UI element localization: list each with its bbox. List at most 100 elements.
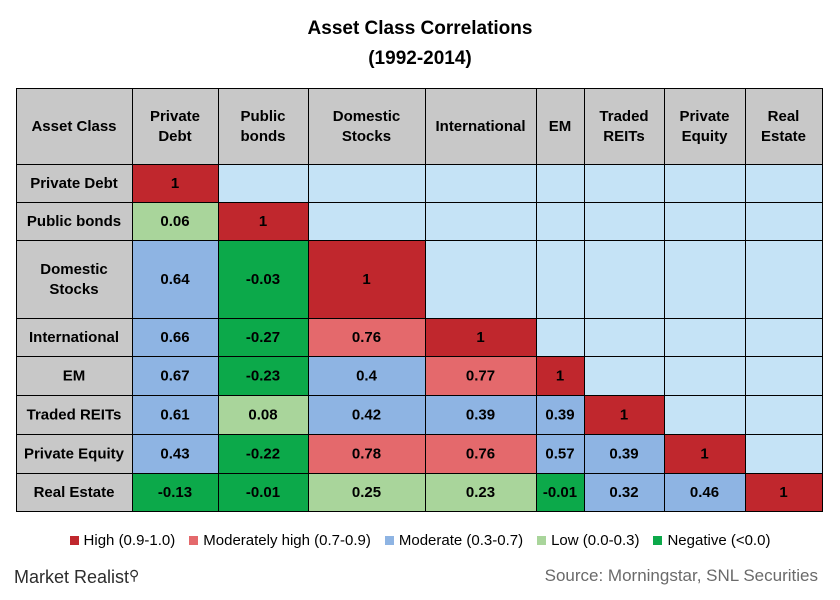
row-header-label-real-estate: Real Estate: [34, 484, 115, 501]
legend-label-negative: Negative (<0.0): [667, 532, 771, 549]
corner-label: Asset Class: [31, 118, 116, 135]
row-header-label-em: EM: [63, 368, 86, 385]
empty-cell-r5-c7: [664, 356, 745, 395]
cell-value-r7-c3: 0.78: [352, 446, 381, 463]
row-header-label-traded-reits: Traded REITs: [27, 407, 122, 424]
column-header-label-traded-reits: Traded REITs: [599, 108, 648, 145]
cell-value-r8-c7: 0.46: [690, 484, 719, 501]
heatmap-cell-r7-c5: [536, 434, 584, 473]
heatmap-cell-r4-c3: [308, 318, 425, 356]
chart-title: Asset Class Correlations: [307, 18, 533, 39]
row-header-public-bonds: [16, 202, 132, 240]
empty-cell-r2-c3: [308, 202, 425, 240]
empty-cell-r1-c6: [584, 164, 664, 202]
column-header-label-em: EM: [549, 118, 572, 135]
row-header-label-private-debt: Private Debt: [30, 175, 118, 192]
empty-cell-r3-c8: [745, 240, 822, 318]
heatmap-cell-r6-c3: [308, 395, 425, 434]
legend-swatch-moderately-high: [189, 536, 199, 545]
heatmap-cell-r8-c2: [218, 473, 308, 511]
heatmap-cell-r7-c1: [132, 434, 218, 473]
empty-cell-r5-c8: [745, 356, 822, 395]
corner-cell: [16, 88, 132, 164]
heatmap-cell-r6-c4: [425, 395, 536, 434]
row-header-real-estate: [16, 473, 132, 511]
legend: High (0.9-1.0) Moderately high (0.7-0.9)…: [0, 532, 840, 549]
cell-value-r7-c4: 0.76: [466, 446, 495, 463]
heatmap-cell-r8-c5: [536, 473, 584, 511]
row-header-label-public-bonds: Public bonds: [27, 213, 121, 230]
empty-cell-r1-c4: [425, 164, 536, 202]
empty-cell-r6-c8: [745, 395, 822, 434]
legend-label-moderate: Moderate (0.3-0.7): [398, 532, 524, 549]
legend-item-low: Low (0.0-0.3): [537, 532, 639, 549]
empty-cell-r6-c7: [664, 395, 745, 434]
cell-value-r6-c1: 0.61: [160, 407, 189, 424]
heatmap-cell-r6-c5: [536, 395, 584, 434]
cell-value-r3-c1: 0.64: [160, 271, 190, 288]
legend-item-moderate: Moderate (0.3-0.7): [384, 532, 524, 549]
cell-value-r3-c2: -0.03: [246, 271, 280, 288]
brand-logo: Market Realist⚲: [14, 567, 139, 588]
heatmap-cell-r7-c6: [584, 434, 664, 473]
legend-swatch-moderate: [384, 536, 394, 545]
heatmap-cell-r2-c2: [218, 202, 308, 240]
row-header-private-equity: [16, 434, 132, 473]
column-header-traded-reits: [584, 88, 664, 164]
cell-value-r2-c1: 0.06: [160, 213, 189, 230]
cell-value-r5-c2: -0.23: [246, 368, 280, 385]
cell-value-r4-c2: -0.27: [246, 329, 280, 346]
empty-cell-r1-c2: [218, 164, 308, 202]
heatmap-cell-r8-c6: [584, 473, 664, 511]
legend-swatch-high: [69, 536, 79, 545]
cell-value-r7-c7: 1: [700, 446, 708, 463]
cell-value-r8-c6: 0.32: [609, 484, 638, 501]
column-header-international: [425, 88, 536, 164]
legend-item-moderately-high: Moderately high (0.7-0.9): [189, 532, 371, 549]
heatmap-cell-r5-c1: [132, 356, 218, 395]
legend-label-high: High (0.9-1.0): [83, 532, 176, 549]
empty-cell-r4-c5: [536, 318, 584, 356]
cell-value-r7-c1: 0.43: [160, 446, 189, 463]
heatmap-cell-r8-c3: [308, 473, 425, 511]
heatmap-cell-r8-c8: [745, 473, 822, 511]
cell-value-r8-c8: 1: [779, 484, 787, 501]
row-header-domestic-stocks: [16, 240, 132, 318]
empty-cell-r3-c6: [584, 240, 664, 318]
heatmap-cell-r5-c4: [425, 356, 536, 395]
column-header-public-bonds: [218, 88, 308, 164]
heatmap-cell-r4-c1: [132, 318, 218, 356]
heatmap-cell-r6-c6: [584, 395, 664, 434]
empty-cell-r4-c7: [664, 318, 745, 356]
heatmap-cell-r5-c5: [536, 356, 584, 395]
cell-value-r8-c3: 0.25: [352, 484, 381, 501]
column-header-label-international: International: [435, 118, 525, 135]
empty-cell-r5-c6: [584, 356, 664, 395]
cell-value-r4-c4: 1: [476, 329, 484, 346]
row-header-label-international: International: [29, 329, 119, 346]
cell-value-r8-c2: -0.01: [246, 484, 280, 501]
column-header-label-private-equity: Private Equity: [679, 108, 729, 145]
heatmap-cell-r4-c2: [218, 318, 308, 356]
cell-value-r2-c2: 1: [259, 213, 267, 230]
legend-label-moderately-high: Moderately high (0.7-0.9): [203, 532, 371, 549]
cell-value-r6-c3: 0.42: [352, 407, 381, 424]
row-header-em: [16, 356, 132, 395]
empty-cell-r4-c6: [584, 318, 664, 356]
cell-value-r7-c2: -0.22: [246, 446, 280, 463]
legend-label-low: Low (0.0-0.3): [551, 532, 640, 549]
heatmap-cell-r7-c4: [425, 434, 536, 473]
chart-subtitle: (1992-2014): [368, 48, 472, 69]
cell-value-r7-c6: 0.39: [609, 446, 638, 463]
cell-value-r5-c5: 1: [556, 368, 564, 385]
cell-value-r3-c3: 1: [362, 271, 370, 288]
heatmap-cell-r6-c2: [218, 395, 308, 434]
column-header-label-domestic-stocks: Domestic Stocks: [333, 108, 401, 145]
row-header-international: [16, 318, 132, 356]
cell-value-r8-c1: -0.13: [158, 484, 192, 501]
heatmap-cell-r7-c2: [218, 434, 308, 473]
cell-value-r6-c4: 0.39: [466, 407, 495, 424]
heatmap-cell-r6-c1: [132, 395, 218, 434]
row-header-label-domestic-stocks: Domestic Stocks: [40, 261, 108, 298]
cell-value-r4-c1: 0.66: [160, 329, 189, 346]
